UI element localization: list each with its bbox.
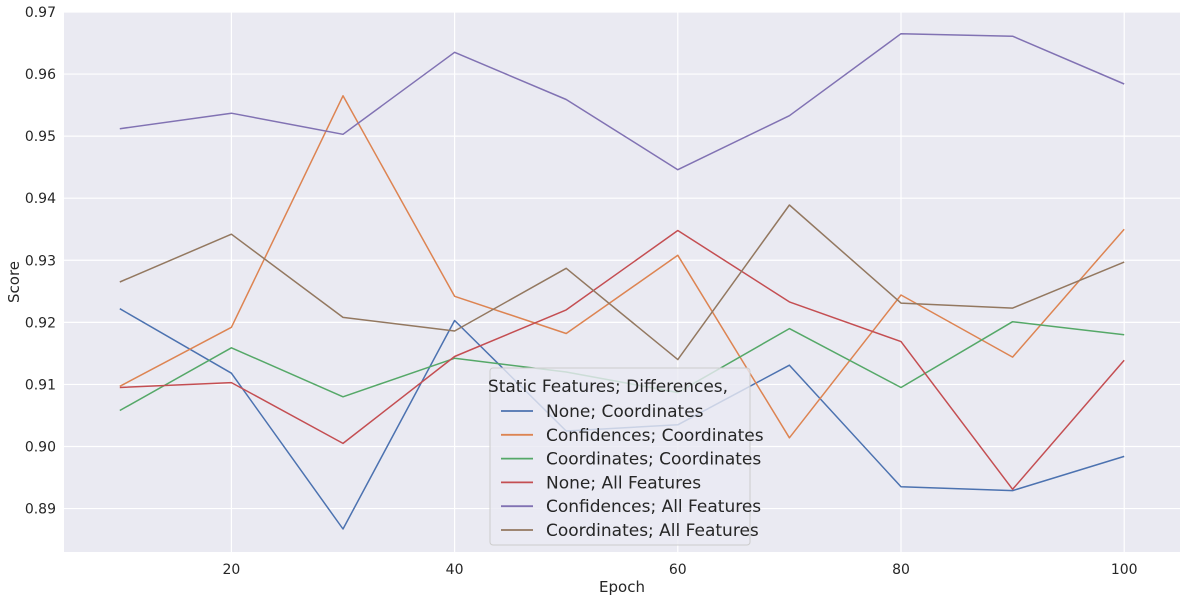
legend-label: None; All Features: [546, 473, 701, 493]
y-tick-label: 0.95: [25, 129, 56, 145]
legend-label: Coordinates; All Features: [546, 521, 759, 541]
y-axis-ticks: 0.89 0.90 0.91 0.92 0.93 0.94 0.95 0.96 0.97: [25, 5, 56, 518]
legend-label: None; Coordinates: [546, 402, 704, 422]
y-tick-label: 0.94: [25, 191, 56, 207]
legend-items: None; Coordinates Confidences; Coordinate…: [501, 402, 764, 541]
legend-label: Coordinates; Coordinates: [546, 450, 761, 470]
legend-box: [489, 367, 751, 546]
series-line: [119, 95, 1125, 439]
legend: Static Features; Differences, None; Coor…: [488, 367, 764, 546]
x-tick-label: 20: [222, 562, 240, 578]
x-axis-ticks: 20 40 60 80 100: [222, 562, 1137, 578]
y-tick-label: 0.89: [25, 502, 56, 518]
y-tick-label: 0.96: [25, 67, 56, 83]
y-axis-title: Score: [5, 261, 23, 303]
legend-label: Confidences; All Features: [546, 497, 761, 517]
y-tick-label: 0.92: [25, 315, 56, 331]
legend-label: Confidences; Coordinates: [546, 426, 764, 446]
x-tick-label: 60: [669, 562, 687, 578]
series-line: [119, 229, 1125, 491]
x-axis-title: Epoch: [599, 578, 645, 596]
x-tick-label: 80: [892, 562, 910, 578]
gridlines: [64, 11, 1180, 552]
y-tick-label: 0.90: [25, 439, 56, 455]
y-tick-label: 0.93: [25, 253, 56, 269]
legend-title: Static Features; Differences,: [488, 377, 728, 397]
x-tick-label: 100: [1111, 562, 1138, 578]
y-tick-label: 0.91: [25, 377, 56, 393]
y-tick-label: 0.97: [25, 5, 56, 21]
series-line: [119, 32, 1125, 171]
series-line: [119, 204, 1125, 361]
x-tick-label: 40: [446, 562, 464, 578]
